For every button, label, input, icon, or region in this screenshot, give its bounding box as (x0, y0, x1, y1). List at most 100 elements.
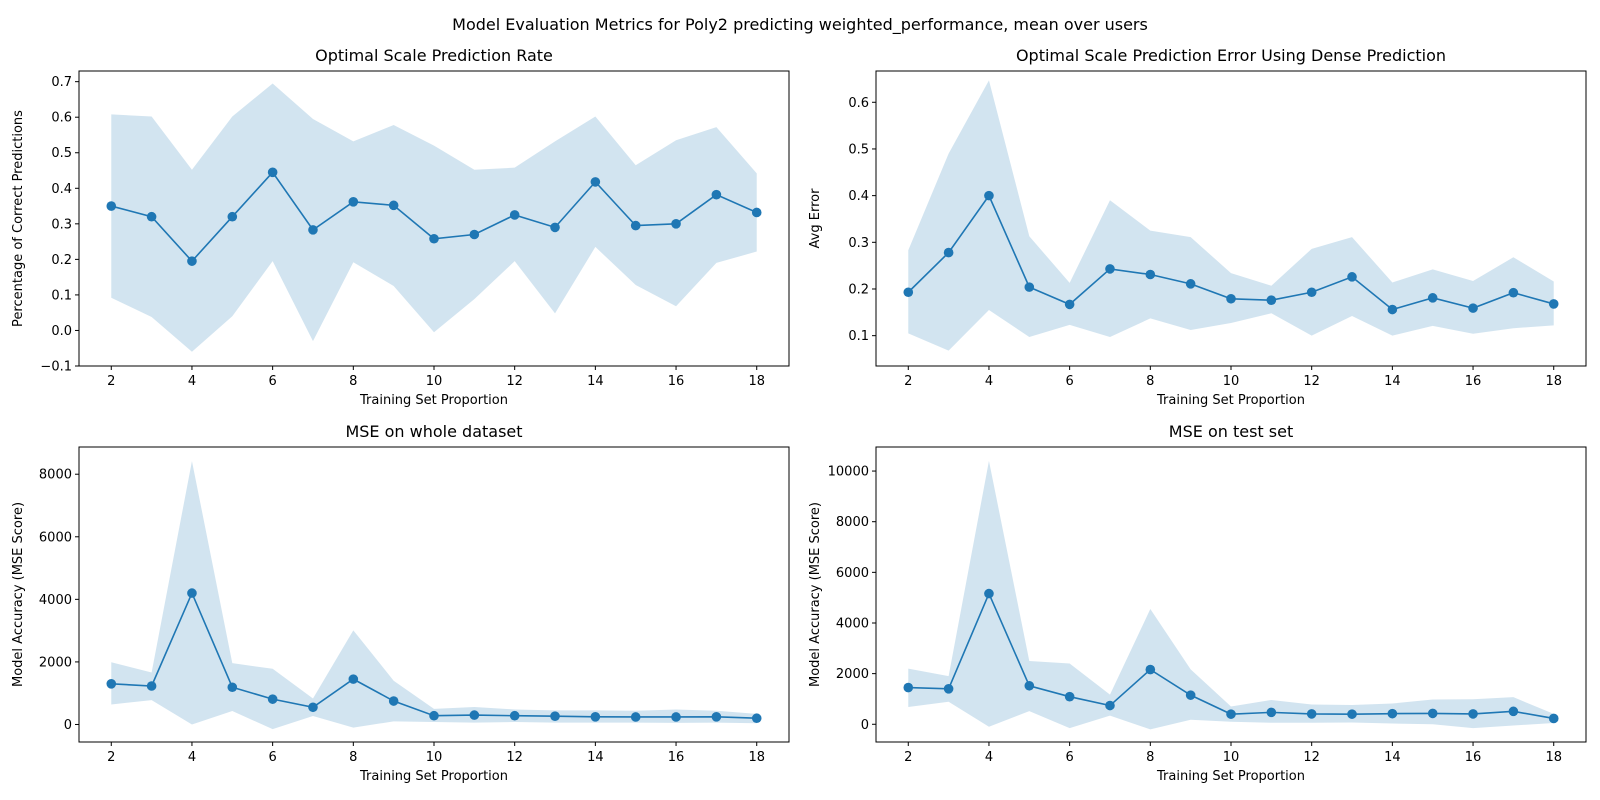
data-point (1266, 707, 1277, 718)
x-tick-label: 8 (1146, 750, 1154, 765)
y-tick-label: 0.4 (848, 189, 869, 204)
error-band (111, 83, 757, 352)
x-tick-label: 10 (1223, 374, 1240, 389)
data-point (348, 197, 359, 207)
x-axis-label: Training Set Proportion (359, 393, 508, 408)
y-tick-label: 0.4 (51, 182, 72, 197)
y-tick-label: 0.6 (51, 111, 72, 126)
data-point (1306, 709, 1317, 719)
data-point (1468, 709, 1478, 719)
data-point (1508, 706, 1519, 717)
data-point (671, 219, 681, 229)
data-point (1548, 299, 1559, 309)
y-tick-label: 0.6 (848, 96, 869, 111)
data-point (984, 190, 994, 201)
x-tick-label: 6 (268, 374, 276, 389)
x-tick-label: 14 (587, 374, 604, 389)
x-tick-label: 12 (1303, 750, 1320, 765)
data-point (509, 210, 520, 220)
x-tick-label: 8 (349, 374, 357, 389)
x-tick-label: 18 (748, 374, 765, 389)
y-tick-label: 0.2 (848, 282, 869, 297)
data-point (388, 200, 399, 211)
data-point (1064, 299, 1075, 310)
data-point (348, 674, 359, 684)
data-point (1145, 269, 1156, 280)
data-point (1468, 303, 1478, 313)
x-tick-label: 4 (985, 750, 993, 765)
data-point (267, 694, 278, 704)
x-tick-label: 10 (426, 374, 443, 389)
x-axis-label: Training Set Proportion (359, 769, 508, 784)
data-point (106, 679, 117, 689)
data-point (1226, 293, 1236, 304)
subplot-2: 2 4 6 8 10 12 14 16 18 0.1 0.2 0.3 0.4 0.5 0.6 Optimal … (808, 46, 1587, 408)
y-tick-label: −0.1 (40, 360, 72, 375)
data-point (1105, 264, 1115, 274)
data-point (550, 222, 560, 233)
y-tick-label: 4000 (836, 616, 869, 631)
x-tick-label: 18 (1545, 750, 1562, 765)
y-tick-label: 0.1 (848, 329, 869, 344)
data-point (1024, 282, 1035, 292)
data-point (1306, 287, 1317, 298)
data-point (1387, 304, 1398, 315)
data-point (751, 713, 762, 724)
x-tick-label: 18 (748, 750, 765, 765)
data-point (429, 710, 439, 721)
data-point (187, 588, 197, 598)
y-tick-label: 4000 (39, 593, 72, 608)
data-point (1145, 664, 1156, 675)
data-point (146, 681, 157, 691)
x-tick-label: 18 (1545, 374, 1562, 389)
x-tick-label: 12 (506, 374, 523, 389)
data-point (469, 710, 480, 720)
y-tick-label: 8000 (836, 515, 869, 530)
y-tick-label: 2000 (836, 667, 869, 682)
x-tick-label: 12 (1303, 374, 1320, 389)
y-tick-label: 0 (64, 718, 72, 733)
y-tick-label: 0.3 (848, 236, 869, 251)
data-point (1427, 708, 1438, 719)
data-point (146, 211, 157, 222)
x-tick-label: 10 (426, 750, 443, 765)
data-point (1508, 287, 1519, 298)
data-point (1347, 709, 1357, 719)
data-point (308, 225, 318, 235)
subplot-title: MSE on whole dataset (345, 422, 522, 441)
x-tick-label: 6 (1065, 374, 1073, 389)
data-point (1024, 680, 1035, 691)
x-tick-label: 4 (188, 750, 196, 765)
y-tick-label: 6000 (836, 566, 869, 581)
y-tick-label: 0.7 (51, 75, 72, 90)
y-tick-label: 8000 (39, 468, 72, 483)
data-point (590, 712, 601, 722)
data-point (227, 682, 238, 693)
data-point (903, 682, 914, 693)
y-axis-label: Model Accuracy (MSE Score) (808, 502, 823, 687)
data-point (1185, 690, 1196, 700)
error-band (908, 460, 1554, 730)
x-tick-label: 8 (349, 750, 357, 765)
x-tick-label: 16 (1465, 750, 1482, 765)
data-point (509, 710, 520, 721)
x-axis-label: Training Set Proportion (1156, 769, 1305, 784)
x-tick-label: 16 (668, 374, 685, 389)
data-point (903, 287, 914, 298)
x-tick-label: 4 (985, 374, 993, 389)
subplot-title: Optimal Scale Prediction Error Using Den… (1016, 46, 1446, 65)
data-point (1266, 295, 1277, 305)
data-point (711, 712, 722, 722)
data-point (751, 207, 762, 218)
data-point (388, 696, 399, 706)
data-point (1185, 279, 1196, 289)
y-tick-label: 0.5 (848, 142, 869, 157)
data-point (630, 220, 641, 231)
x-axis-label: Training Set Proportion (1156, 393, 1305, 408)
x-tick-label: 14 (1384, 750, 1401, 765)
x-tick-label: 2 (107, 374, 115, 389)
y-tick-label: 0.0 (51, 324, 72, 339)
data-point (943, 247, 954, 258)
x-tick-label: 6 (268, 750, 276, 765)
